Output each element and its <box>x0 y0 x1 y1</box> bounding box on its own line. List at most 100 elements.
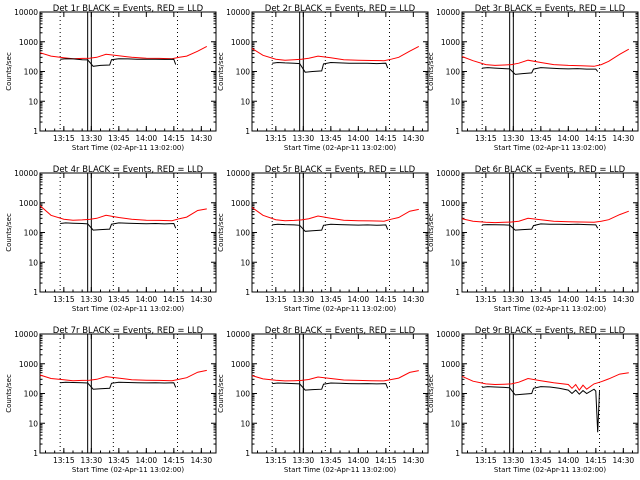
x-tick-label: 13:30 <box>293 456 315 465</box>
y-axis-label: Counts/sec <box>217 374 225 413</box>
plot-frame <box>39 333 217 454</box>
x-tick-label: 14:30 <box>613 295 635 304</box>
chart-title: Det 7r BLACK = Events, RED = LLD <box>53 326 204 336</box>
y-axis-label: Counts/sec <box>5 374 13 413</box>
x-tick-label: 14:15 <box>585 134 607 143</box>
event-rate-line <box>482 386 600 433</box>
event-rate-line <box>272 382 389 391</box>
y-tick-label: 10000 <box>436 169 460 178</box>
x-tick-label: 14:00 <box>348 456 370 465</box>
x-tick-label: 14:30 <box>403 456 425 465</box>
y-axis-label: Counts/sec <box>427 213 435 252</box>
x-tick-label: 13:45 <box>108 134 130 143</box>
x-tick-label: 14:30 <box>403 134 425 143</box>
lld-rate-line <box>461 48 630 67</box>
x-tick-label: 14:30 <box>403 295 425 304</box>
lld-rate-line <box>251 45 420 62</box>
plot-frame <box>251 172 429 293</box>
y-tick-label: 100 <box>24 229 39 238</box>
x-tick-label: 14:00 <box>558 134 580 143</box>
x-tick-label: 14:00 <box>558 456 580 465</box>
y-tick-label: 10000 <box>14 330 38 339</box>
x-tick-label: 13:15 <box>265 295 287 304</box>
y-tick-label: 1000 <box>231 199 250 208</box>
x-tick-label: 13:30 <box>503 456 525 465</box>
x-tick-label: 13:45 <box>320 456 342 465</box>
chart-title: Det 6r BLACK = Events, RED = LLD <box>475 165 626 175</box>
y-tick-label: 10 <box>240 97 250 106</box>
event-rate-line <box>60 58 177 67</box>
y-tick-label: 10000 <box>436 330 460 339</box>
y-tick-label: 10000 <box>226 330 250 339</box>
x-tick-label: 14:00 <box>558 295 580 304</box>
y-tick-label: 1000 <box>19 360 38 369</box>
lld-rate-line <box>39 205 207 222</box>
x-tick-label: 14:30 <box>613 134 635 143</box>
y-tick-label: 1 <box>455 127 460 136</box>
x-tick-label: 13:30 <box>81 295 103 304</box>
plot-frame <box>39 11 217 132</box>
y-tick-label: 10 <box>28 419 38 428</box>
x-tick-label: 14:30 <box>191 134 213 143</box>
x-tick-label: 14:30 <box>191 456 213 465</box>
event-rate-line <box>482 67 599 75</box>
y-tick-label: 1 <box>33 288 38 297</box>
y-tick-label: 100 <box>446 68 461 77</box>
event-rate-line <box>60 381 177 390</box>
lld-rate-line <box>39 369 207 382</box>
chart-title: Det 8r BLACK = Events, RED = LLD <box>265 326 416 336</box>
event-rate-line <box>272 223 389 232</box>
y-tick-label: 100 <box>236 68 251 77</box>
chart-panel-8: Det 8r BLACK = Events, RED = LLD 1 10 100 10… <box>217 326 429 474</box>
lld-rate-line <box>461 372 629 391</box>
y-tick-label: 10 <box>28 97 38 106</box>
plot-frame <box>251 333 429 454</box>
lld-rate-line <box>461 210 629 224</box>
plot-frame <box>39 172 217 293</box>
x-tick-label: 14:00 <box>136 134 158 143</box>
y-tick-label: 100 <box>24 390 39 399</box>
y-tick-label: 100 <box>236 229 251 238</box>
x-tick-label: 13:15 <box>265 134 287 143</box>
x-tick-label: 14:15 <box>585 295 607 304</box>
x-tick-label: 13:15 <box>475 456 497 465</box>
x-tick-label: 13:30 <box>503 295 525 304</box>
x-tick-label: 14:30 <box>613 456 635 465</box>
x-tick-label: 13:15 <box>53 456 75 465</box>
y-tick-label: 1000 <box>19 38 38 47</box>
x-tick-label: 13:30 <box>503 134 525 143</box>
y-axis-label: Counts/sec <box>427 374 435 413</box>
x-tick-label: 13:30 <box>293 295 315 304</box>
y-axis-label: Counts/sec <box>217 213 225 252</box>
y-tick-label: 1000 <box>231 38 250 47</box>
chart-panel-2: Det 2r BLACK = Events, RED = LLD 1 10 100 10… <box>217 4 429 152</box>
x-tick-label: 13:15 <box>475 134 497 143</box>
x-tick-label: 13:45 <box>530 456 552 465</box>
chart-title: Det 4r BLACK = Events, RED = LLD <box>53 165 204 175</box>
y-axis-label: Counts/sec <box>5 213 13 252</box>
y-tick-label: 100 <box>446 229 461 238</box>
x-tick-label: 14:15 <box>163 456 185 465</box>
plot-frame <box>461 172 639 293</box>
x-tick-label: 14:15 <box>375 295 397 304</box>
y-tick-label: 1 <box>245 449 250 458</box>
x-tick-label: 14:00 <box>348 134 370 143</box>
x-tick-label: 13:30 <box>81 456 103 465</box>
chart-panel-7: Det 7r BLACK = Events, RED = LLD 1 10 100 10… <box>5 326 217 474</box>
plot-frame <box>251 11 429 132</box>
y-tick-label: 10 <box>28 258 38 267</box>
y-tick-label: 1000 <box>441 360 460 369</box>
chart-panel-9: Det 9r BLACK = Events, RED = LLD 1 10 100 10… <box>427 326 639 474</box>
y-tick-label: 100 <box>446 390 461 399</box>
x-tick-label: 13:45 <box>320 295 342 304</box>
y-tick-label: 100 <box>236 390 251 399</box>
y-tick-label: 1 <box>455 449 460 458</box>
y-tick-label: 1000 <box>231 360 250 369</box>
x-axis-label: Start Time (02-Apr-11 13:02:00) <box>72 305 184 313</box>
x-tick-label: 13:45 <box>108 295 130 304</box>
chart-title: Det 3r BLACK = Events, RED = LLD <box>475 4 626 14</box>
chart-title: Det 5r BLACK = Events, RED = LLD <box>265 165 416 175</box>
x-tick-label: 13:45 <box>108 456 130 465</box>
y-tick-label: 1 <box>33 127 38 136</box>
